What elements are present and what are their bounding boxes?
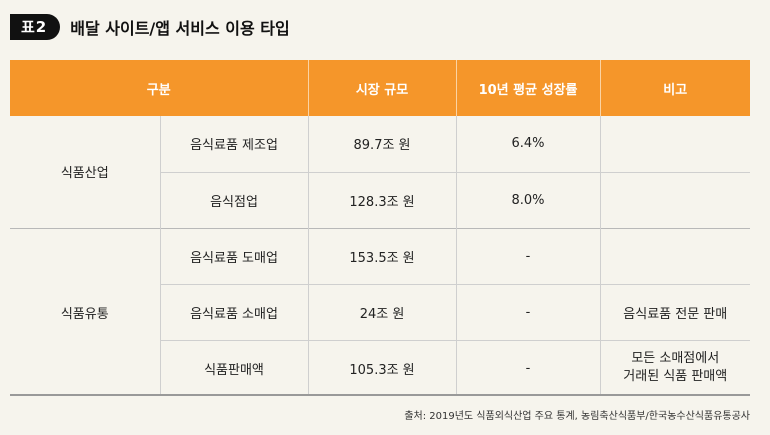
note-line: 모든 소매점에서 — [631, 351, 720, 367]
table-row: 음식점업 128.3조 원 8.0% — [10, 171, 751, 228]
note-line: 거래된 식품 판매액 — [623, 369, 728, 385]
table-number-badge: 표2 — [10, 14, 61, 40]
note-cell: 음식료품 전문 판매 — [599, 283, 751, 340]
growth-rate-cell: - — [455, 339, 601, 396]
header-note: 비고 — [599, 60, 751, 116]
header-market-size: 시장 규모 — [307, 60, 457, 116]
growth-rate-cell: 6.4% — [455, 116, 601, 172]
growth-rate-cell: - — [455, 283, 601, 340]
table-row: 식품산업 음식료품 제조업 89.7조 원 6.4% — [10, 116, 751, 228]
item-cell: 음식료품 도매업 — [159, 227, 309, 284]
growth-rate-cell: - — [455, 227, 601, 284]
category-food-distribution: 식품유통 — [10, 227, 160, 396]
note-cell — [599, 116, 751, 172]
table-row: 식품유통 음식료품 도매업 153.5조 원 - — [10, 227, 751, 396]
market-size-table: 구분 시장 규모 10년 평균 성장률 비고 식품산업 음식료품 제조업 89.… — [10, 60, 751, 396]
market-size-cell: 153.5조 원 — [307, 227, 457, 284]
note-cell — [599, 171, 751, 228]
note-cell: 모든 소매점에서 거래된 식품 판매액 — [599, 339, 751, 396]
market-size-cell: 24조 원 — [307, 283, 457, 340]
source-note: 출처: 2019년도 식품외식산업 주요 통계, 농림축산식품부/한국농수산식품… — [404, 411, 750, 422]
table-title-bar: 표2 배달 사이트/앱 서비스 이용 타입 — [10, 14, 290, 40]
table-row: 식품판매액 105.3조 원 - 모든 소매점에서 거래된 식품 판매액 — [10, 339, 751, 396]
header-category: 구분 — [10, 60, 309, 116]
market-size-cell: 128.3조 원 — [307, 171, 457, 228]
table-row: 음식료품 소매업 24조 원 - 음식료품 전문 판매 — [10, 283, 751, 340]
growth-rate-cell: 8.0% — [455, 171, 601, 228]
table-header-row: 구분 시장 규모 10년 평균 성장률 비고 — [10, 60, 751, 116]
table-bottom-rule — [10, 394, 750, 396]
header-growth-rate: 10년 평균 성장률 — [455, 60, 601, 116]
note-cell — [599, 227, 751, 284]
market-size-cell: 89.7조 원 — [307, 116, 457, 172]
table-title: 배달 사이트/앱 서비스 이용 타입 — [70, 19, 290, 38]
category-food-industry: 식품산업 — [10, 116, 160, 228]
item-cell: 음식료품 제조업 — [159, 116, 309, 172]
item-cell: 음식점업 — [159, 171, 309, 228]
item-cell: 식품판매액 — [159, 339, 309, 396]
item-cell: 음식료품 소매업 — [159, 283, 309, 340]
market-size-cell: 105.3조 원 — [307, 339, 457, 396]
